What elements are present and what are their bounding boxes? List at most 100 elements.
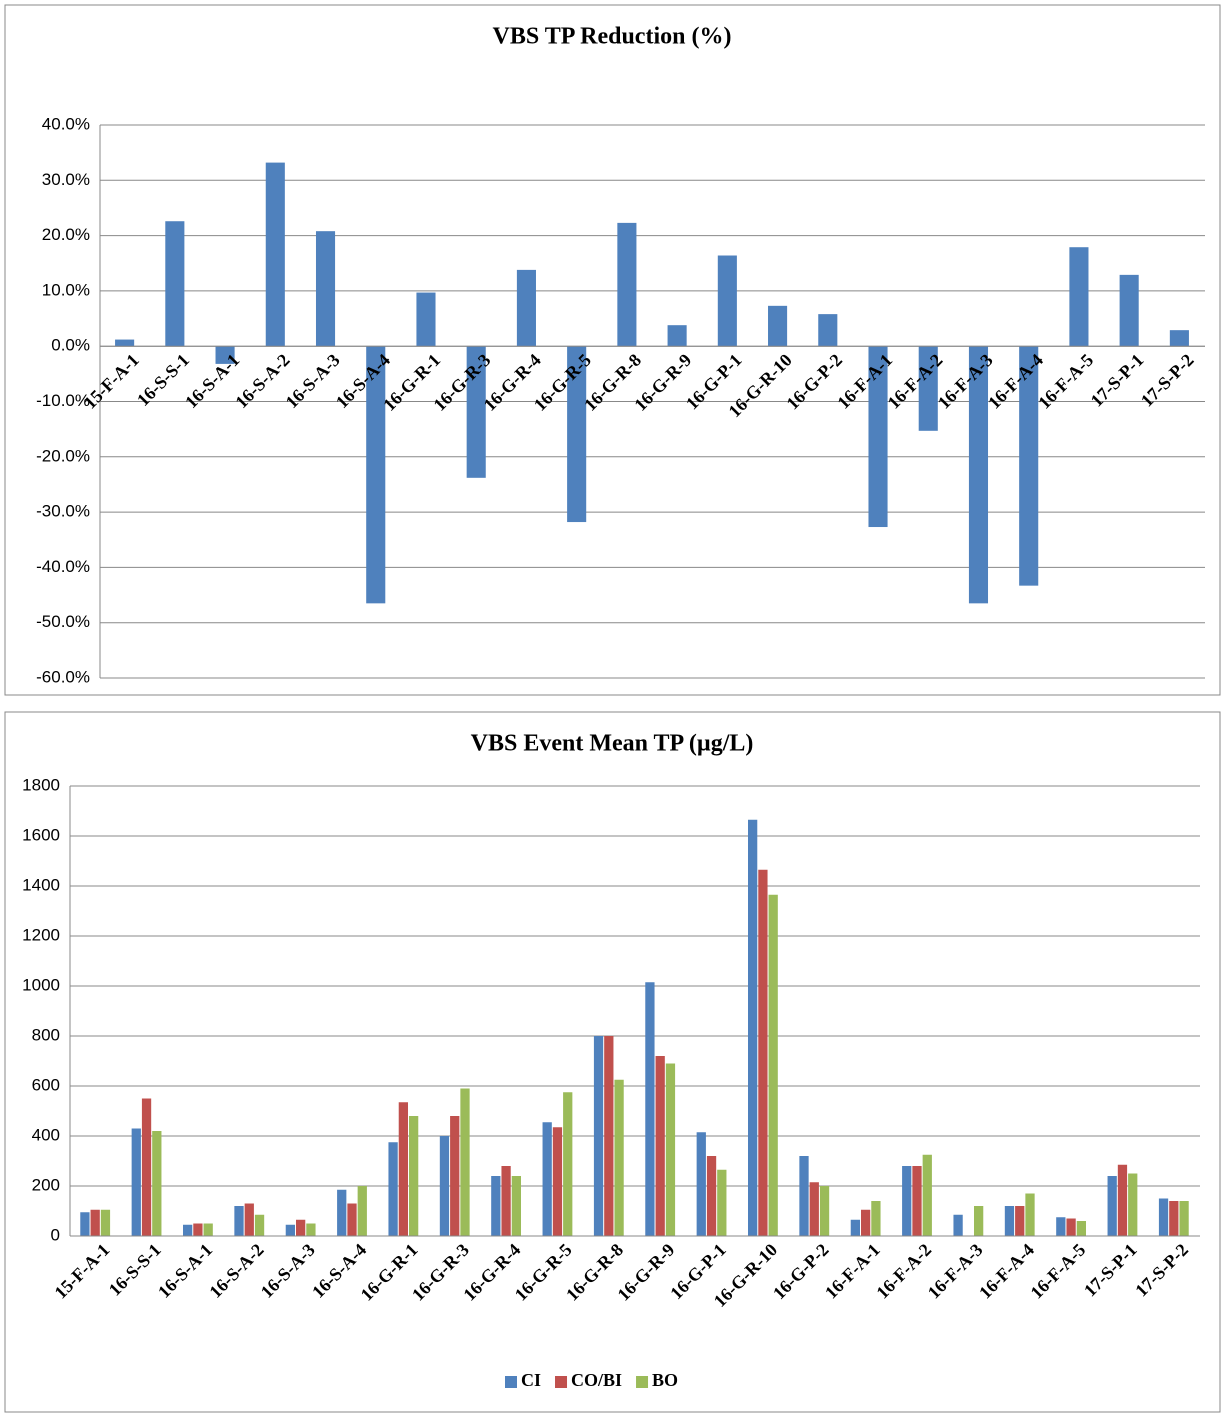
bar [809, 1182, 819, 1236]
y-tick-label: 400 [32, 1125, 60, 1144]
y-tick-label: -30.0% [36, 502, 90, 521]
bar [655, 1056, 665, 1236]
bar [968, 346, 989, 604]
bar [416, 292, 436, 347]
bar [667, 325, 687, 347]
y-tick-label: 1400 [22, 875, 60, 894]
bar [1066, 1218, 1076, 1236]
bar [542, 1122, 552, 1236]
bar [183, 1224, 193, 1236]
y-tick-label: 10.0% [42, 280, 90, 299]
bar [131, 1128, 141, 1236]
y-tick-label: 20.0% [42, 225, 90, 244]
chart-title: VBS TP Reduction (%) [493, 24, 732, 50]
bar [152, 1131, 162, 1236]
bar [1056, 1217, 1066, 1236]
bar [974, 1206, 984, 1236]
bar [337, 1189, 347, 1236]
bar [165, 221, 185, 347]
bar [1179, 1201, 1189, 1236]
bar [818, 314, 838, 347]
bar [1025, 1193, 1035, 1236]
bar [388, 1142, 398, 1236]
bar [617, 222, 637, 347]
bar [244, 1203, 254, 1236]
bar [1117, 1164, 1128, 1236]
legend-label: CO/BI [571, 1370, 622, 1390]
bar [614, 1079, 624, 1236]
y-tick-label: 1200 [22, 925, 60, 944]
bar [306, 1223, 316, 1236]
bar [748, 819, 758, 1236]
bar [593, 1036, 604, 1236]
bar [296, 1219, 306, 1236]
bar [1169, 330, 1189, 347]
chart-title: VBS Event Mean TP (µg/L) [471, 731, 754, 757]
bar [460, 1088, 470, 1236]
bar [1107, 1176, 1117, 1236]
y-tick-label: 600 [32, 1075, 60, 1094]
bar [193, 1223, 203, 1236]
bar [1119, 274, 1139, 347]
bar [717, 255, 737, 347]
bar [315, 231, 336, 347]
bar [265, 162, 285, 347]
bar [918, 346, 938, 431]
bar [665, 1063, 676, 1236]
y-tick-label: -40.0% [36, 557, 90, 576]
bar [1015, 1206, 1025, 1236]
bar [215, 346, 235, 364]
chart-frame [4, 4, 1221, 696]
bar [717, 1169, 727, 1236]
bar [768, 305, 788, 347]
bar [1158, 1198, 1169, 1236]
bar [347, 1203, 357, 1236]
bar [768, 894, 778, 1236]
y-tick-label: 1600 [22, 825, 60, 844]
legend-label: CI [521, 1370, 541, 1390]
bar [80, 1212, 90, 1236]
y-tick-label: 800 [32, 1025, 60, 1044]
bar [511, 1176, 521, 1236]
bar [819, 1186, 830, 1236]
bar [141, 1098, 152, 1236]
bar [696, 1132, 706, 1236]
bar [450, 1116, 460, 1236]
y-tick-label: 40.0% [42, 114, 90, 133]
bar [1128, 1173, 1138, 1236]
bar [1069, 247, 1089, 347]
bar [922, 1154, 932, 1236]
bar [567, 346, 587, 523]
bar [1076, 1221, 1086, 1236]
bar [203, 1223, 213, 1236]
bar [100, 1209, 111, 1236]
bar [501, 1166, 511, 1236]
bar [552, 1127, 563, 1236]
bar [1019, 346, 1039, 586]
y-tick-label: 1000 [22, 975, 60, 994]
y-tick-label: -50.0% [36, 612, 90, 631]
legend-swatch [636, 1376, 649, 1388]
y-tick-label: -10.0% [36, 391, 90, 410]
bar [871, 1201, 881, 1236]
bar [902, 1166, 912, 1236]
bar [604, 1036, 614, 1236]
legend-swatch [505, 1376, 517, 1388]
bar [799, 1156, 809, 1236]
bar [850, 1219, 860, 1236]
bar [758, 869, 768, 1236]
y-tick-label: 0 [51, 1225, 60, 1244]
bar [1004, 1206, 1015, 1236]
bar [861, 1209, 871, 1236]
y-tick-label: 30.0% [42, 170, 90, 189]
y-tick-label: 200 [32, 1175, 60, 1194]
bar [398, 1102, 408, 1236]
bar [516, 269, 536, 347]
bar [645, 982, 655, 1236]
y-tick-label: 0.0% [51, 336, 90, 355]
bar [466, 346, 486, 478]
bar [115, 339, 135, 347]
bar [285, 1224, 295, 1236]
bar [1169, 1201, 1179, 1236]
